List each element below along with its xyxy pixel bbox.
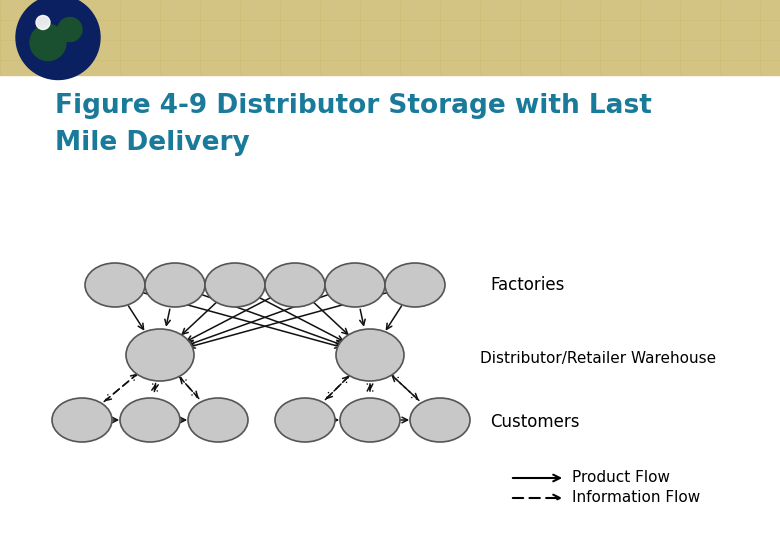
Text: Factories: Factories	[490, 276, 565, 294]
Ellipse shape	[120, 398, 180, 442]
Ellipse shape	[410, 398, 470, 442]
Ellipse shape	[325, 263, 385, 307]
Ellipse shape	[52, 398, 112, 442]
Ellipse shape	[336, 329, 404, 381]
Bar	[0, 0, 780, 75]
Text: Distributor/Retailer Warehouse: Distributor/Retailer Warehouse	[480, 350, 716, 366]
Ellipse shape	[340, 398, 400, 442]
Ellipse shape	[265, 263, 325, 307]
Circle shape	[58, 17, 82, 42]
Text: Product Flow: Product Flow	[572, 470, 670, 485]
Text: Mile Delivery: Mile Delivery	[55, 130, 250, 156]
Circle shape	[16, 0, 100, 79]
Ellipse shape	[188, 398, 248, 442]
Ellipse shape	[385, 263, 445, 307]
Ellipse shape	[85, 263, 145, 307]
Ellipse shape	[205, 263, 265, 307]
Ellipse shape	[145, 263, 205, 307]
Ellipse shape	[126, 329, 194, 381]
Circle shape	[36, 16, 50, 30]
Text: Figure 4-9 Distributor Storage with Last: Figure 4-9 Distributor Storage with Last	[55, 93, 652, 119]
Text: Customers: Customers	[490, 413, 580, 431]
Ellipse shape	[275, 398, 335, 442]
Text: Information Flow: Information Flow	[572, 490, 700, 505]
Circle shape	[30, 24, 66, 60]
